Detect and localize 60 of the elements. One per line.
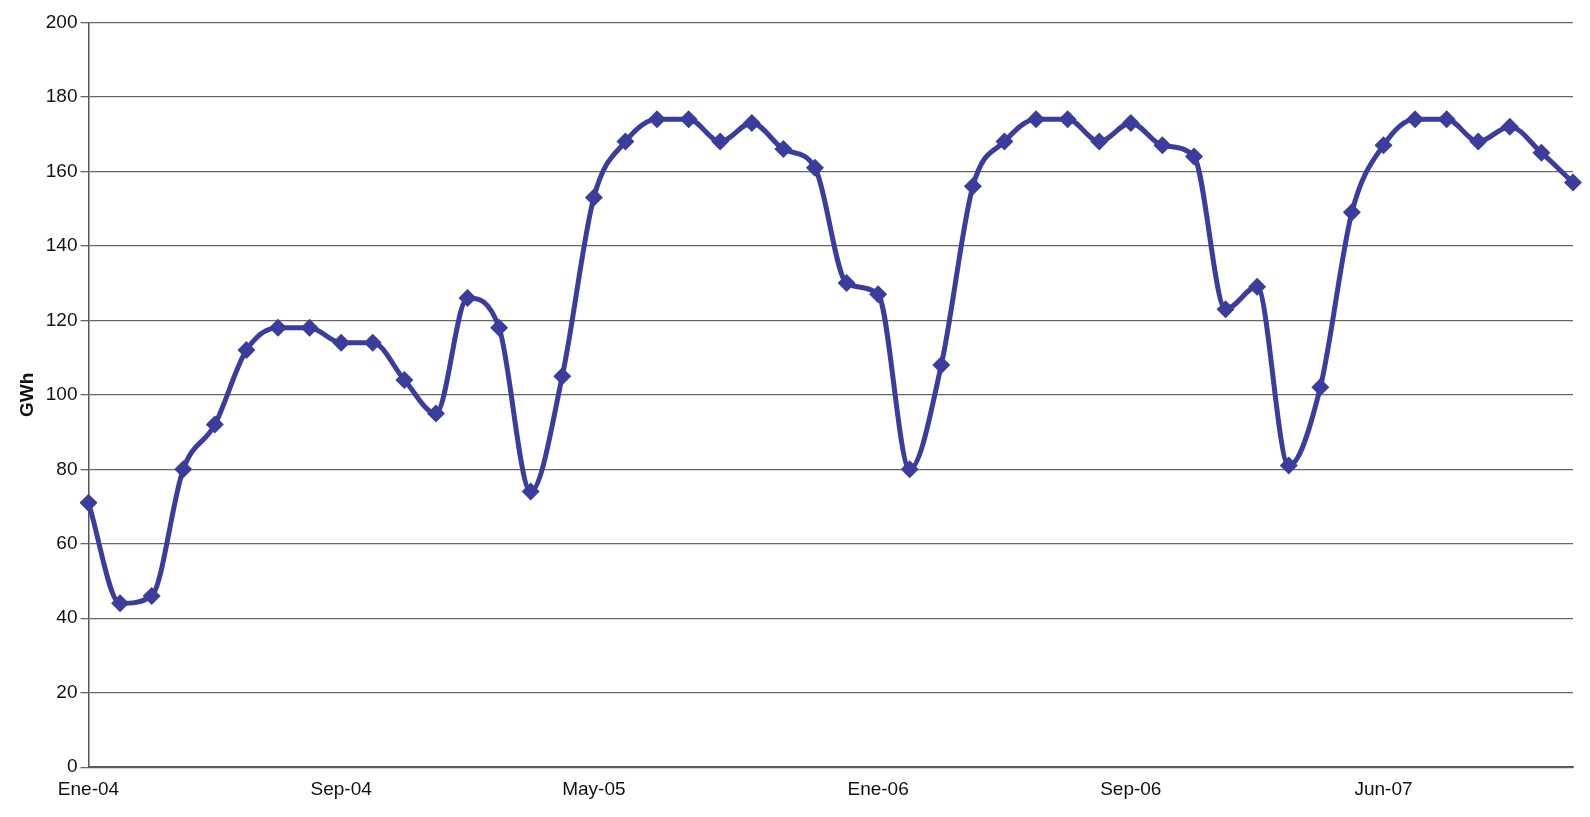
y-tick-label: 100 [45,383,78,405]
point [805,158,824,177]
y-tick-label: 60 [56,531,78,553]
point [711,132,730,151]
point [237,341,256,360]
point [616,132,635,151]
point [205,415,224,434]
point [1532,143,1551,162]
x-tick-label: Sep-04 [310,777,373,799]
point [363,333,382,352]
point [584,188,603,207]
point [1121,113,1140,132]
y-tick-label: 20 [56,680,78,702]
x-tick-label: Ene-06 [847,777,909,799]
point [742,113,761,132]
point [869,285,888,304]
point [174,460,193,479]
x-tick-label: Ene-04 [57,777,120,799]
y-tick-label: 120 [45,308,78,330]
point [142,586,161,605]
y-tick-label: 160 [45,159,78,181]
point [1342,203,1361,222]
point [553,367,572,386]
y-axis-title: GWh [15,372,37,417]
point [837,274,856,293]
y-tick-label: 140 [45,234,78,256]
point [1437,110,1456,129]
x-tick-label: May-05 [562,777,626,799]
point [1216,300,1235,319]
y-tick-label: 200 [45,10,78,32]
point [774,140,793,159]
point [679,110,698,129]
point [1090,132,1109,151]
y-tick-label: 0 [66,755,78,777]
point [458,288,477,307]
point [79,493,98,512]
point [963,177,982,196]
y-tick-label: 180 [45,85,78,107]
point [1500,117,1519,136]
point [1564,173,1582,192]
y-tick-label: 80 [56,457,78,479]
point [426,404,445,423]
point [300,318,319,337]
y-tick-label: 40 [56,606,78,628]
point [1374,136,1393,155]
point [1153,136,1172,155]
point [1469,132,1488,151]
point [490,318,509,337]
point [900,460,919,479]
point [995,132,1014,151]
point [521,482,540,501]
point [1058,110,1077,129]
point [1248,277,1267,296]
x-tick-label: Sep-06 [1100,777,1162,799]
point [1311,378,1330,397]
point [1184,147,1203,166]
x-tick-label: Jun-07 [1354,777,1413,799]
point [395,370,414,389]
point [932,356,951,375]
point [1279,456,1298,475]
